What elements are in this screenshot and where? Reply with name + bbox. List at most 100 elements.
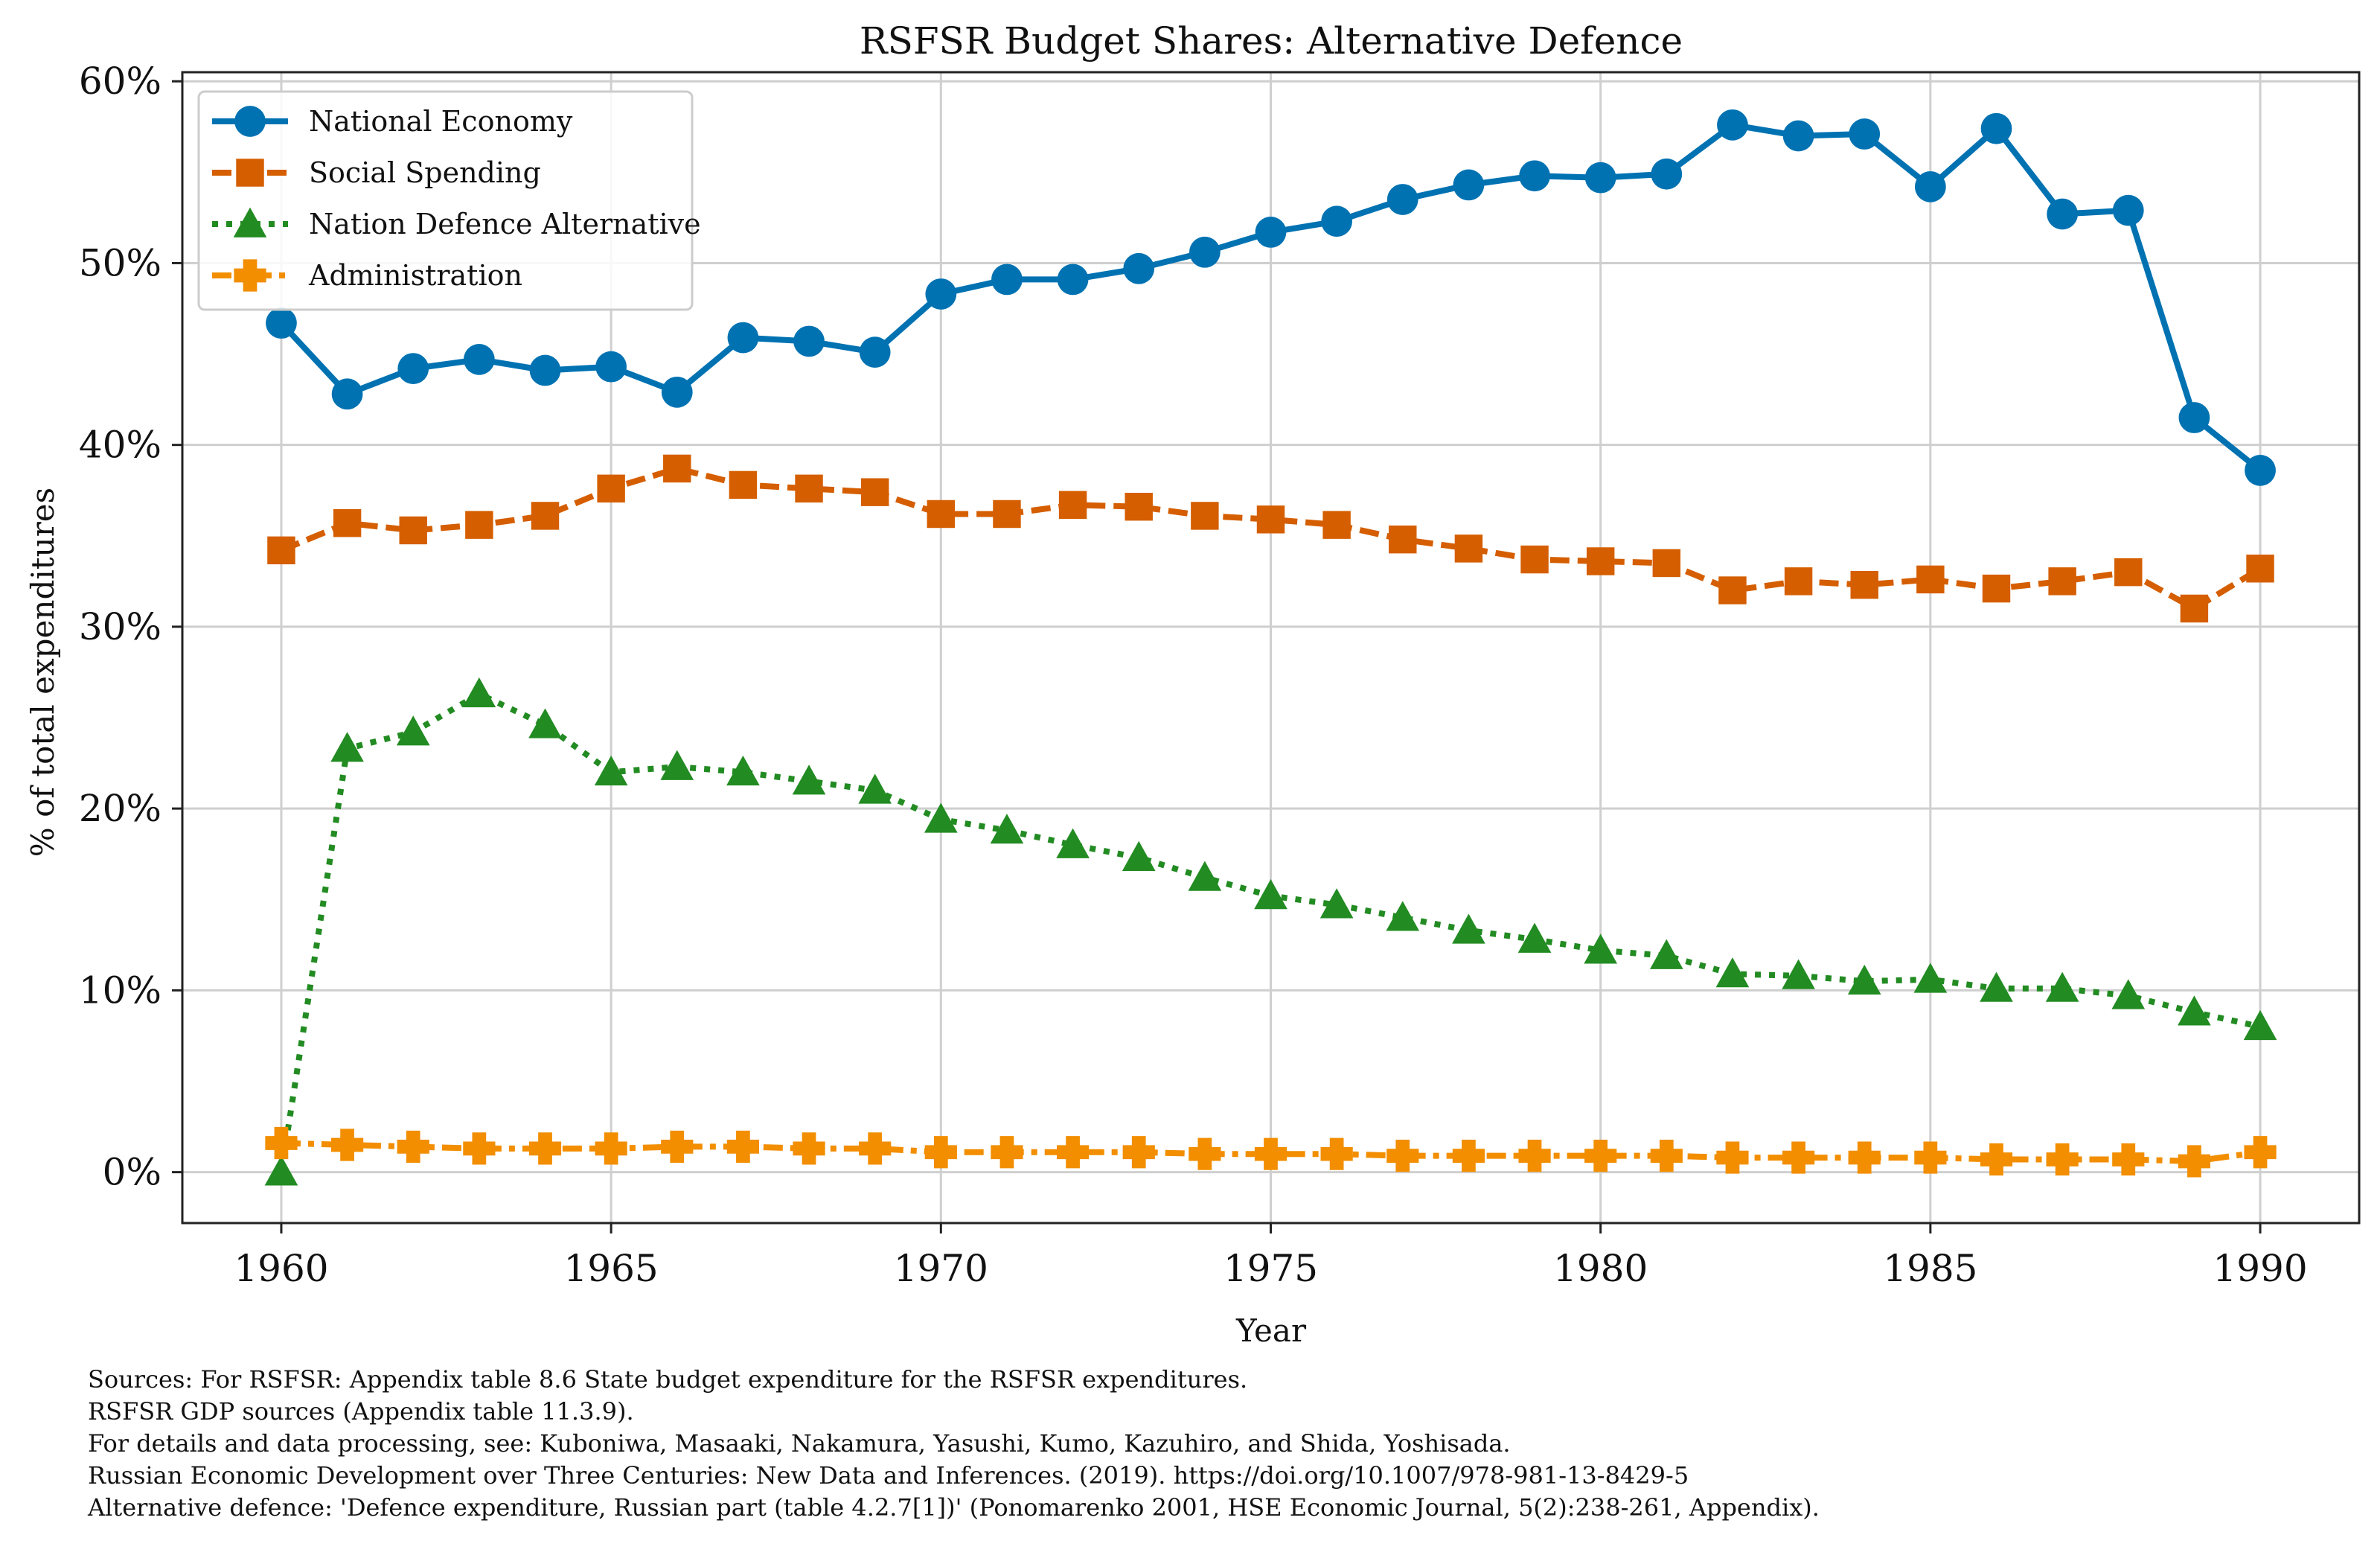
- data-point: [1584, 933, 1618, 964]
- data-point: [1386, 184, 1418, 215]
- y-tick-label: 30%: [79, 605, 161, 648]
- x-tick-label: 1960: [234, 1247, 328, 1290]
- x-tick-label: 1975: [1223, 1247, 1318, 1290]
- data-point: [726, 755, 760, 786]
- data-point: [1320, 1137, 1353, 1170]
- data-point: [2178, 995, 2211, 1026]
- data-point: [1254, 1137, 1287, 1170]
- data-point: [793, 1132, 825, 1165]
- data-point: [661, 1130, 694, 1164]
- series-layer: [264, 109, 2277, 1186]
- data-point: [595, 1132, 627, 1165]
- y-tick-label: 40%: [79, 424, 161, 467]
- legend-label: Nation Defence Alternative: [309, 208, 701, 240]
- data-point: [594, 755, 628, 786]
- data-point: [925, 278, 957, 310]
- data-point: [265, 1126, 298, 1160]
- data-point: [234, 259, 266, 292]
- data-point: [2047, 198, 2079, 230]
- data-point: [1717, 109, 1748, 141]
- chart: RSFSR Budget Shares: Alternative Defence…: [25, 19, 2361, 1349]
- data-point: [2243, 1009, 2277, 1041]
- data-point: [1782, 120, 1814, 152]
- data-point: [1191, 502, 1219, 530]
- data-point: [465, 511, 493, 539]
- data-point: [990, 814, 1024, 844]
- x-tick-label: 1970: [894, 1247, 988, 1290]
- y-tick-label: 60%: [79, 60, 161, 103]
- legend: National Economy Social Spending Nation De…: [197, 90, 701, 311]
- data-point: [1520, 545, 1549, 574]
- legend-label: Social Spending: [309, 156, 541, 189]
- sources-note: Sources: For RSFSR: Appendix table 8.6 S…: [88, 1364, 2320, 1524]
- data-point: [1584, 1140, 1617, 1172]
- data-point: [1058, 491, 1087, 519]
- data-point: [1189, 236, 1221, 268]
- data-point: [1980, 112, 2012, 144]
- data-point: [859, 1132, 892, 1165]
- data-point: [2246, 555, 2274, 583]
- axis-ticks: 1960 1965 1970 1975 1980 1985 1990 0% 10% 20% 30% 4…: [79, 60, 2308, 1290]
- data-point: [1849, 118, 1881, 150]
- data-point: [1784, 567, 1813, 596]
- data-point: [1056, 1136, 1090, 1169]
- x-tick-label: 1980: [1553, 1247, 1648, 1290]
- data-point: [264, 1155, 298, 1186]
- data-point: [1125, 492, 1153, 521]
- data-point: [1716, 1141, 1749, 1174]
- data-point: [1321, 205, 1353, 237]
- data-point: [1188, 861, 1222, 891]
- data-point: [2178, 402, 2210, 433]
- data-point: [1649, 939, 1683, 969]
- data-point: [397, 1130, 429, 1164]
- data-point: [1254, 879, 1287, 910]
- data-point: [462, 677, 496, 708]
- y-tick-label: 50%: [79, 241, 161, 284]
- legend-box: [197, 90, 694, 311]
- data-point: [531, 502, 560, 530]
- data-point: [528, 708, 562, 738]
- data-point: [993, 499, 1021, 529]
- data-point: [330, 732, 364, 762]
- legend-entry: Nation Defence Alternative: [212, 207, 701, 240]
- data-point: [1122, 1136, 1155, 1169]
- x-tick-label: 1965: [564, 1247, 659, 1290]
- data-point: [1454, 534, 1483, 563]
- data-point: [333, 508, 362, 537]
- data-point: [792, 765, 826, 795]
- data-point: [528, 1132, 562, 1165]
- data-point: [927, 499, 956, 529]
- source-line: Russian Economic Development over Three …: [88, 1461, 1689, 1490]
- data-point: [1256, 505, 1285, 534]
- data-point: [2244, 1136, 2277, 1169]
- data-point: [660, 750, 694, 780]
- data-point: [1255, 217, 1287, 248]
- data-point: [1848, 1141, 1881, 1174]
- data-point: [1452, 913, 1485, 944]
- data-point: [2112, 1143, 2145, 1176]
- data-point: [2178, 1145, 2211, 1178]
- data-point: [463, 344, 495, 375]
- data-point: [1782, 959, 1815, 989]
- data-point: [2114, 558, 2143, 587]
- data-point: [463, 1132, 496, 1165]
- data-point: [529, 354, 561, 386]
- data-point: [1914, 170, 1946, 202]
- data-point: [793, 325, 825, 357]
- data-point: [1056, 828, 1090, 858]
- data-point: [663, 454, 691, 483]
- data-point: [1123, 252, 1155, 284]
- grid-lines: [182, 72, 2359, 1223]
- data-point: [597, 474, 625, 503]
- source-line: Sources: For RSFSR: Appendix table 8.6 S…: [88, 1365, 1248, 1394]
- data-point: [1913, 963, 1948, 993]
- data-point: [266, 307, 297, 339]
- series-social-spending: [267, 454, 2274, 623]
- data-point: [1453, 169, 1485, 201]
- data-point: [1389, 525, 1417, 554]
- series-national-economy: [266, 109, 2276, 486]
- legend-label: National Economy: [309, 105, 573, 138]
- data-point: [1847, 964, 1881, 995]
- data-point: [924, 802, 958, 833]
- data-point: [859, 336, 891, 368]
